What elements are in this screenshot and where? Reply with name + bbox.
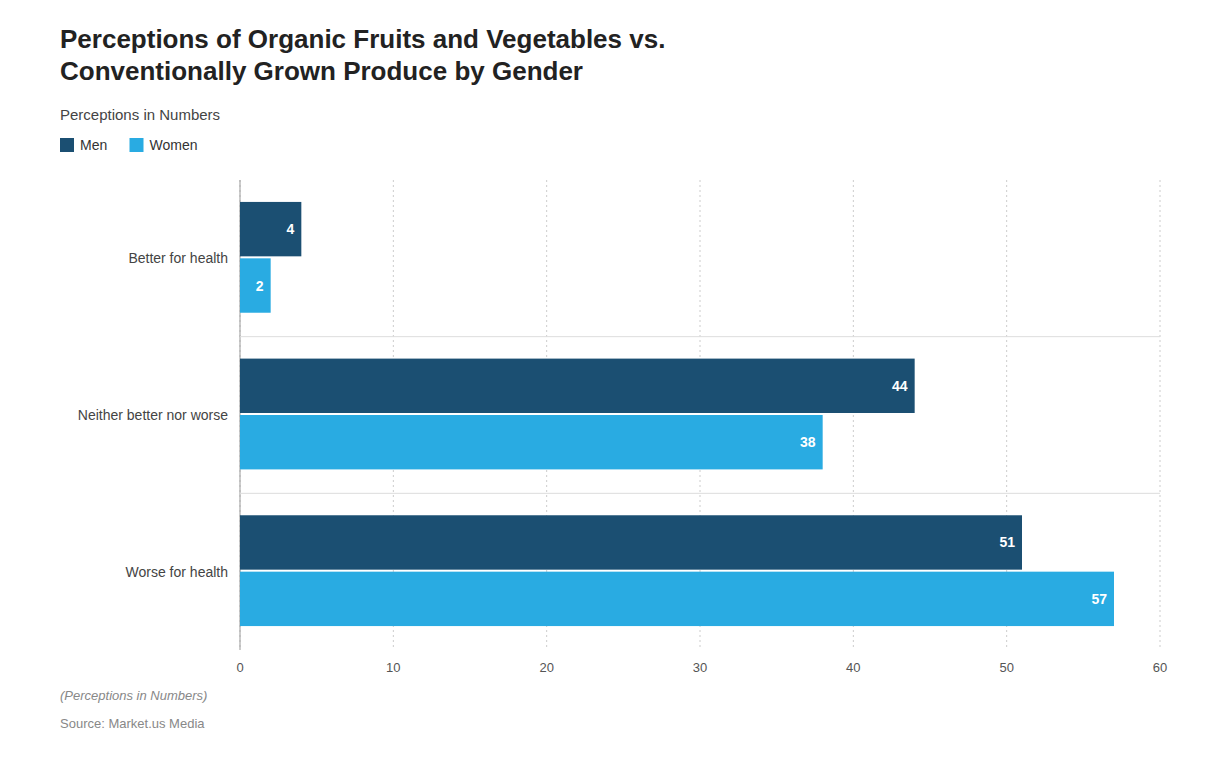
data-label: 2: [256, 278, 264, 294]
bar: [240, 202, 301, 256]
category-label: Worse for health: [126, 564, 228, 580]
legend-swatch: [130, 138, 144, 152]
data-labels: 4 2 44 38 51 57: [256, 221, 1107, 607]
subtitle: Perceptions in Numbers: [60, 106, 220, 123]
annotation: Source: Market.us Media: [60, 716, 205, 731]
legend: Men Women: [60, 137, 197, 153]
background: [0, 0, 1220, 762]
category-label: Neither better nor worse: [78, 407, 228, 423]
x-tick-label: 0: [236, 660, 243, 675]
x-tick-label: 60: [1153, 660, 1167, 675]
data-label: 44: [892, 378, 908, 394]
chart-svg: Perceptions of Organic Fruits and Vegeta…: [0, 0, 1220, 762]
x-tick-label: 50: [999, 660, 1013, 675]
data-label: 57: [1091, 591, 1107, 607]
data-label: 51: [999, 534, 1015, 550]
category-label: Better for health: [128, 250, 228, 266]
title: Perceptions of Organic Fruits and Vegeta…: [60, 24, 665, 86]
chart-container: Perceptions of Organic Fruits and Vegeta…: [0, 0, 1220, 762]
bar: [240, 359, 915, 413]
bar: [240, 258, 271, 312]
group-separator: [240, 336, 1160, 337]
bar: [240, 572, 1114, 626]
data-label: 38: [800, 434, 816, 450]
x-grid: 0 10 20 30 40 50 60: [236, 180, 1167, 675]
grid-line: [1160, 180, 1161, 650]
legend-swatch: [60, 138, 74, 152]
annotation: (Perceptions in Numbers): [60, 688, 207, 703]
group-separator: [240, 493, 1160, 494]
bars: [240, 202, 1114, 626]
bar: [240, 415, 823, 469]
x-tick-label: 10: [386, 660, 400, 675]
legend-label: Men: [80, 137, 107, 153]
x-tick-label: 20: [539, 660, 553, 675]
bar: [240, 515, 1022, 569]
x-tick-label: 40: [846, 660, 860, 675]
data-label: 4: [287, 221, 295, 237]
legend-label: Women: [150, 137, 198, 153]
x-tick-label: 30: [693, 660, 707, 675]
